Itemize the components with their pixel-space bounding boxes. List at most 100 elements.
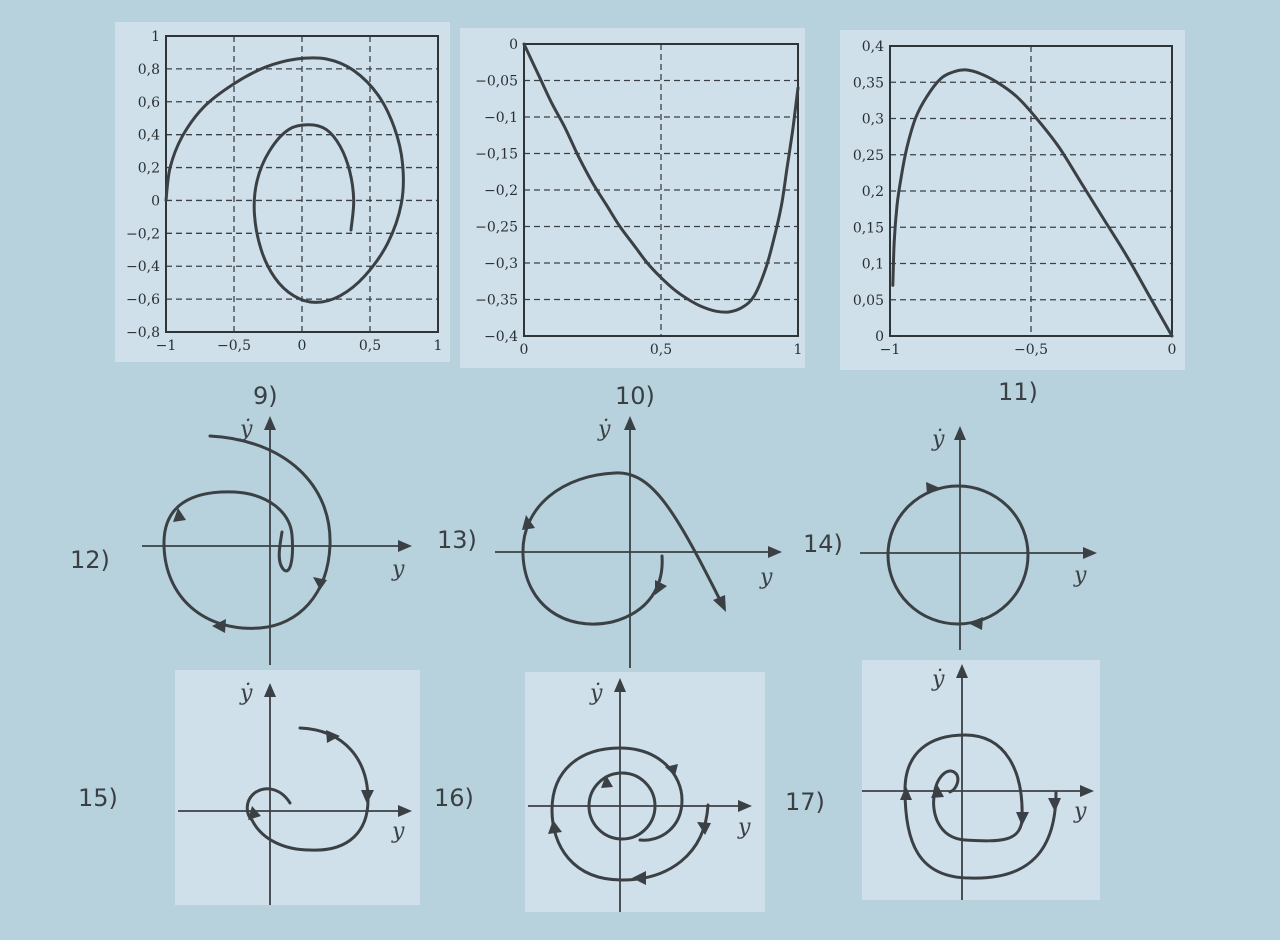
phase-portrait-12: 12) y ẏ [70, 416, 412, 665]
y-tick-label: 0 [151, 193, 160, 209]
phase-portrait-14: 14) y ẏ [803, 426, 1097, 650]
x-tick-label: −1 [156, 338, 177, 354]
phase-label-13: 13) [437, 526, 477, 554]
axis-arrow-icon [954, 426, 966, 440]
axis-arrow-icon [738, 800, 752, 812]
y-tick-label: 0,25 [853, 148, 884, 164]
y-tick-label: 0,4 [862, 39, 884, 55]
panel-9-background [115, 22, 450, 362]
axis-arrow-icon [264, 683, 276, 697]
axis-label-ydot: ẏ [597, 417, 611, 442]
panel-17-background [862, 660, 1100, 900]
x-tick-label: 0,5 [650, 342, 672, 358]
phase-portrait-13: 13) y ẏ [437, 416, 782, 668]
y-tick-label: −0,4 [484, 329, 518, 345]
phase-label-12: 12) [70, 546, 110, 574]
phase-label-15: 15) [78, 784, 118, 812]
trajectory [521, 471, 726, 626]
graph-9: −1 −0,5 0 0,5 1 1 0,8 0,6 0,4 0,2 0 −0,2 −0,4 −0,6 −0,… [126, 29, 442, 354]
data-curve [164, 56, 405, 304]
axis-arrow-icon [624, 416, 636, 430]
direction-arrow-icon [601, 775, 613, 788]
x-tick-label: −1 [880, 342, 901, 358]
phase-portrait-15: 15) y ẏ [78, 681, 412, 905]
x-tick-label: 0 [1168, 342, 1177, 358]
direction-arrow-icon [1016, 812, 1029, 826]
y-tick-label: 0,1 [862, 257, 884, 273]
y-tick-label: 0,4 [138, 128, 160, 144]
trajectory [886, 484, 1030, 626]
phase-label-16: 16) [434, 784, 474, 812]
panel-label-10: 10) [615, 382, 655, 410]
graph-plots: −1 −0,5 0 0,5 1 1 0,8 0,6 0,4 0,2 0 −0,2 −0,4 −0,6 −0,… [126, 29, 1176, 358]
y-tick-label: −0,1 [484, 110, 518, 126]
axis-arrow-icon [398, 805, 412, 817]
y-tick-label: −0,4 [126, 259, 160, 275]
axis-label-y: y [759, 565, 773, 590]
direction-arrow-icon [522, 515, 535, 530]
direction-arrow-icon [697, 822, 711, 835]
axis-arrow-icon [614, 678, 626, 692]
x-tick-label: −0,5 [217, 338, 251, 354]
direction-arrow-icon [548, 820, 562, 834]
direction-arrow-icon [900, 786, 912, 800]
y-tick-label: −0,2 [126, 226, 160, 242]
axis-label-y: y [737, 815, 751, 840]
direction-arrow-icon [313, 577, 327, 590]
panel-11-background [840, 30, 1185, 370]
y-tick-label: −0,25 [475, 220, 518, 236]
x-tick-label: 1 [794, 342, 803, 358]
trajectory [245, 726, 370, 852]
axis-label-ydot: ẏ [931, 427, 945, 452]
direction-arrow-icon [326, 730, 340, 743]
y-tick-label: 0,05 [853, 293, 884, 309]
axis-arrow-icon [264, 416, 276, 430]
y-tick-label: 0,8 [138, 62, 160, 78]
axis-arrow-icon [1080, 785, 1094, 797]
y-tick-label: −0,05 [475, 74, 518, 90]
direction-arrow-icon [926, 482, 940, 494]
phase-label-14: 14) [803, 530, 843, 558]
y-tick-label: 0 [509, 37, 518, 53]
direction-arrow-icon [655, 580, 667, 595]
axis-label-ydot: ẏ [239, 417, 253, 442]
phase-label-17: 17) [785, 788, 825, 816]
axis-label-y: y [1073, 799, 1087, 824]
inner-cycle [587, 771, 657, 841]
y-tick-label: 0,6 [138, 95, 160, 111]
axis-arrow-icon [956, 664, 968, 678]
direction-arrow-icon [173, 508, 186, 522]
panel-10-background [460, 28, 805, 368]
plot-frame [523, 43, 799, 337]
y-tick-label: −0,3 [484, 256, 518, 272]
y-tick-label: 0,35 [853, 75, 884, 91]
panel-label-11: 11) [998, 378, 1038, 406]
axis-label-y: y [1073, 563, 1087, 588]
axis-label-ydot: ẏ [931, 667, 945, 692]
y-tick-label: −0,6 [126, 292, 160, 308]
phase-portrait-16: 16) y ẏ [434, 678, 752, 912]
y-tick-label: −0,2 [484, 183, 518, 199]
axis-label-ydot: ẏ [589, 681, 603, 706]
axis-label-y: y [391, 819, 405, 844]
trajectory [903, 733, 1058, 880]
axis-arrow-icon [768, 546, 782, 558]
y-tick-label: −0,35 [475, 293, 518, 309]
panel-15-background [175, 670, 420, 905]
x-tick-label: 1 [434, 338, 443, 354]
data-curve [522, 42, 800, 314]
y-tick-label: −0,8 [126, 325, 160, 341]
graph-11: −1 −0,5 0 0,4 0,35 0,3 0,25 0,2 0,15 0,1 0,05 0 [853, 39, 1177, 358]
axis-label-y: y [391, 557, 405, 582]
y-tick-label: 0 [875, 329, 884, 345]
direction-arrow-icon [361, 790, 374, 804]
x-tick-label: 0 [298, 338, 307, 354]
x-tick-label: 0,5 [359, 338, 381, 354]
direction-arrow-icon [248, 806, 261, 820]
direction-arrow-icon [1048, 798, 1061, 812]
trajectory [162, 434, 332, 630]
panel-label-9: 9) [253, 382, 278, 410]
axis-arrow-icon [398, 540, 412, 552]
axis-arrow-icon [1083, 547, 1097, 559]
